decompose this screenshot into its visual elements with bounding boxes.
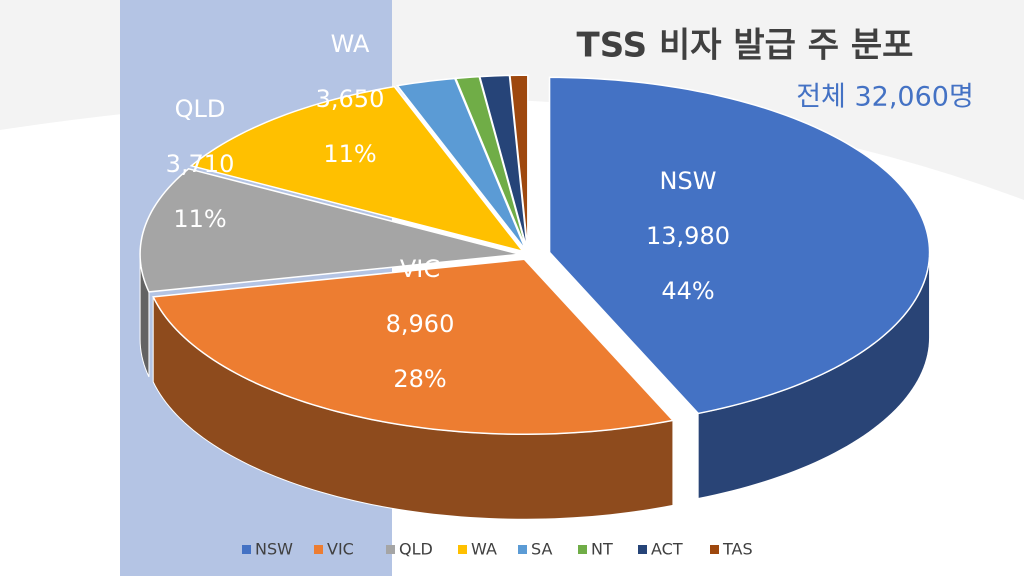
slice [189,85,525,253]
slice [152,258,675,436]
legend-swatch [314,545,323,554]
slice [139,167,521,293]
percent-label: 11% [173,205,226,233]
legend-swatch [518,545,527,554]
value-label: 3,650 [316,85,385,113]
legend-label: NT [591,540,613,559]
legend-swatch [458,545,467,554]
percent-label: 44% [661,277,714,305]
value-label: 8,960 [386,310,455,338]
category-label: VIC [400,255,440,283]
legend-label: QLD [399,540,433,559]
value-label: 3,710 [166,150,235,178]
legend-label: NSW [255,540,293,559]
pie: NSW 13,980 44% VIC 8,960 28% QLD 3,710 11% WA 3,65… [139,30,931,520]
slice [509,74,529,251]
legend-swatch [578,545,587,554]
chart-title: TSS 비자 발급 주 분포 [577,26,914,66]
percent-label: 28% [393,365,446,393]
legend-swatch [242,545,251,554]
legend-swatch [386,545,395,554]
legend-label: WA [471,540,497,559]
percent-label: 11% [323,140,376,168]
legend-label: TAS [722,540,753,559]
category-label: QLD [175,95,226,123]
legend-swatch [710,545,719,554]
legend-swatch [638,545,647,554]
legend-label: VIC [327,540,354,559]
chart-subtitle: 전체 32,060명 [796,82,974,113]
value-label: 13,980 [646,222,730,250]
legend-label: SA [531,540,552,559]
legend: NSW VIC QLD WA SA NT ACT TAS [242,540,753,559]
slice [548,76,931,415]
category-label: WA [331,30,370,58]
slice [396,77,527,251]
legend-label: ACT [651,540,683,559]
category-label: NSW [660,167,717,195]
